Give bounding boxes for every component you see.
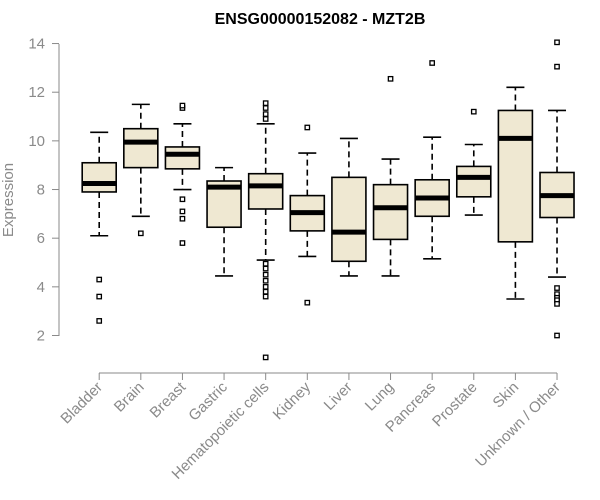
outlier-point <box>470 108 477 115</box>
y-axis-ticks: 2 4 6 8 10 12 14 <box>28 36 59 345</box>
outlier-point <box>262 288 269 295</box>
outlier-point <box>96 318 103 324</box>
outlier-point <box>304 124 311 131</box>
x-tick-label: Breast <box>147 378 190 421</box>
outlier-point <box>554 63 560 70</box>
y-tick-label: 14 <box>28 36 45 53</box>
outlier-point <box>387 75 394 82</box>
y-tick-label: 6 <box>37 230 45 247</box>
outlier-point <box>96 276 103 283</box>
box-bladder <box>81 131 117 324</box>
outlier-point <box>554 39 560 46</box>
box-gastric <box>206 166 242 277</box>
box-brain <box>123 103 159 237</box>
outlier-point <box>262 116 269 122</box>
iqr-box <box>497 109 534 243</box>
outlier-point <box>429 60 436 66</box>
box-breast <box>164 102 201 246</box>
outlier-point <box>554 285 560 291</box>
iqr-box <box>247 172 284 210</box>
outlier-point <box>262 100 269 106</box>
y-tick-label: 4 <box>37 279 45 296</box>
box-lung <box>372 75 409 277</box>
outlier-point <box>262 277 269 284</box>
y-axis-label: Expression <box>0 163 17 237</box>
box-series <box>81 39 575 361</box>
box-skin <box>497 86 534 300</box>
x-tick-label: Kidney <box>270 378 315 423</box>
y-tick-label: 12 <box>28 84 45 101</box>
box-hematopoietic-cells <box>247 100 284 361</box>
outlier-point <box>554 301 560 307</box>
x-tick-label: Prostate <box>429 379 481 431</box>
x-tick-label: Liver <box>321 379 356 414</box>
box-pancreas <box>414 60 450 260</box>
outlier-point <box>179 215 186 222</box>
iqr-box <box>164 146 201 170</box>
outlier-point <box>262 260 269 267</box>
outlier-point <box>262 111 269 117</box>
box-liver <box>331 137 367 277</box>
outlier-point <box>262 354 269 361</box>
y-tick-label: 2 <box>37 328 45 345</box>
outlier-point <box>137 230 144 237</box>
outlier-point <box>179 196 186 203</box>
outlier-point <box>262 265 269 272</box>
outlier-point <box>304 299 311 306</box>
outlier-point <box>262 283 269 290</box>
outlier-point <box>179 208 186 215</box>
x-tick-label: Skin <box>490 379 523 412</box>
outlier-point <box>179 102 186 109</box>
box-unknown-other <box>539 39 575 339</box>
outlier-point <box>262 293 269 300</box>
outlier-point <box>96 293 103 300</box>
x-tick-label: Bladder <box>57 379 106 428</box>
y-tick-label: 10 <box>28 133 45 150</box>
x-tick-label: Brain <box>111 379 148 416</box>
iqr-box <box>372 183 409 241</box>
outlier-point <box>179 240 186 246</box>
box-prostate <box>455 108 492 216</box>
iqr-box <box>81 161 117 193</box>
iqr-box <box>455 165 492 198</box>
outlier-point <box>262 105 269 111</box>
outlier-point <box>262 271 269 278</box>
y-tick-label: 8 <box>37 182 45 199</box>
chart-title: ENSG00000152082 - MZT2B <box>215 11 426 28</box>
outlier-point <box>554 332 560 339</box>
iqr-box <box>123 127 159 169</box>
iqr-box <box>331 176 367 263</box>
box-kidney <box>289 124 326 306</box>
x-tick-label: Lung <box>362 379 398 415</box>
